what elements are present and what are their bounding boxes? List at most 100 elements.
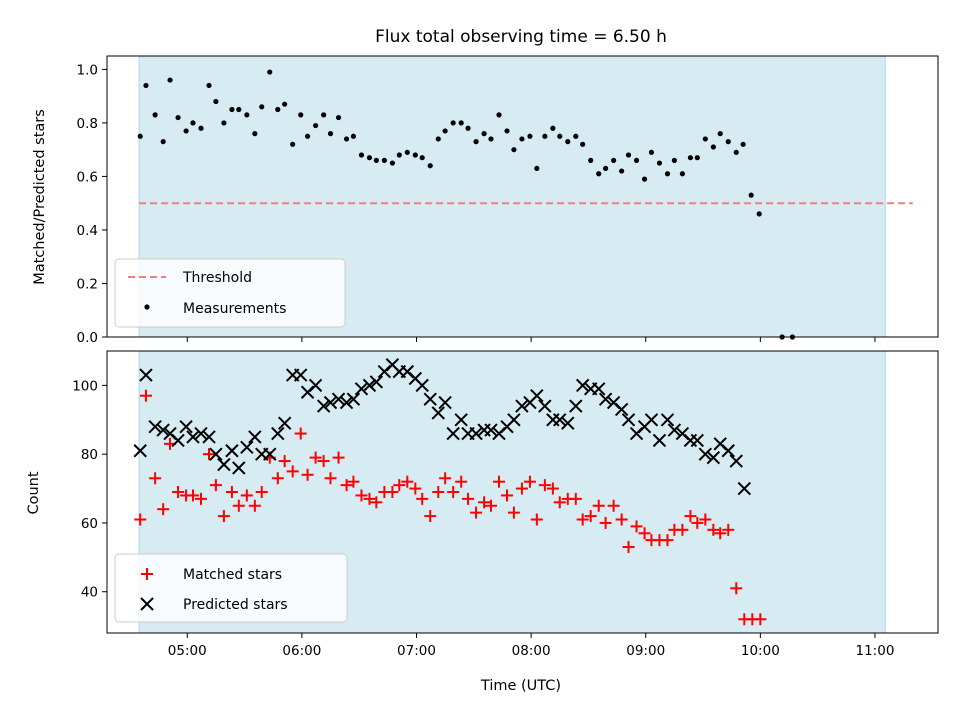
ratio-legend: Threshold Measurements (114, 258, 346, 328)
count-legend-box (114, 553, 348, 623)
matched-star-point (240, 489, 253, 502)
matched-star-point (584, 510, 597, 523)
predicted-star-point (194, 426, 208, 441)
matched-star-point (134, 513, 147, 526)
measurement-point (702, 136, 708, 142)
measurement-point (725, 139, 731, 145)
measurement-point (229, 106, 235, 113)
matched-star-point (684, 510, 697, 523)
predicted-star-point (706, 450, 721, 465)
predicted-star-point (263, 447, 277, 461)
measurement-point (648, 149, 655, 155)
matched-star-point (225, 486, 238, 498)
measurement-point (206, 82, 212, 89)
predicted-star-point (660, 413, 675, 427)
matched-star-point (439, 472, 452, 485)
measurement-point (373, 157, 379, 163)
measurement-point (427, 163, 433, 169)
matched-star-point (432, 486, 445, 498)
matched-star-point (416, 492, 429, 505)
matched-star-point (393, 479, 406, 492)
measurement-point (565, 139, 571, 145)
measurement-point (343, 136, 350, 142)
matched-star-point (370, 496, 383, 509)
predicted-star-point (209, 447, 223, 461)
matched-star-point (401, 475, 414, 488)
predicted-star-point (538, 399, 552, 413)
predicted-star-point (248, 430, 262, 444)
matched-star-point (209, 479, 222, 492)
predicted-star-point (621, 413, 636, 427)
measurement-point (519, 136, 525, 142)
predicted-star-point (186, 430, 200, 444)
predicted-star-point (179, 419, 193, 434)
measurement-point (167, 77, 173, 83)
matched-star-point (722, 523, 735, 536)
measurement-points (137, 69, 796, 340)
measurement-point (580, 141, 586, 147)
measurement-point (687, 155, 694, 161)
measurement-point (275, 106, 281, 113)
threshold-legend-label: Threshold (182, 270, 252, 286)
measurement-point (733, 149, 739, 155)
matched-star-point (622, 541, 635, 554)
matched-stars-points (134, 389, 767, 626)
measurement-point (588, 157, 594, 163)
matched-star-point (217, 510, 230, 523)
predicted-star-point (156, 423, 170, 437)
matched-star-point (286, 465, 299, 478)
count-panel: 40 60 80 100 05:00 06:00 07:00 08:00 09:00 10:00… (26, 350, 939, 694)
measurement-point (298, 112, 304, 118)
predicted-star-point (133, 444, 147, 458)
measurement-point (641, 176, 648, 182)
predicted-star-point (507, 413, 521, 427)
measurement-point (152, 112, 158, 118)
matched-star-point (676, 523, 689, 536)
matched-star-point (317, 455, 330, 468)
matched-star-point (607, 499, 620, 512)
y-tick-label: 0.0 (77, 330, 98, 346)
matched-star-point (386, 486, 399, 498)
predicted-star-point (362, 378, 377, 393)
matched-star-point (157, 503, 170, 516)
ratio-y-axis-label: Matched/Predicted stars (32, 109, 48, 285)
x-tick-label: 11:00 (856, 643, 895, 659)
predicted-star-point (431, 406, 445, 420)
matched-star-point (409, 482, 422, 495)
matched-star-point (599, 516, 612, 529)
predicted-star-point (569, 399, 583, 413)
measurement-point (404, 149, 410, 155)
measurement-point (481, 131, 487, 137)
measurement-point (664, 171, 671, 177)
measurement-point (465, 125, 471, 131)
measurement-point (458, 120, 464, 126)
measurement-point (717, 131, 723, 137)
measurement-point (290, 141, 296, 147)
measurement-point (221, 120, 227, 126)
predicted-star-point (277, 416, 292, 430)
measurement-point (756, 211, 762, 217)
matched-star-point (576, 513, 589, 526)
x-tick-label: 10:00 (741, 643, 780, 659)
matched-star-point (523, 475, 536, 488)
measurement-point (710, 144, 716, 150)
measurement-point (419, 155, 425, 161)
predicted-star-point (171, 433, 185, 448)
predicted-star-point (652, 433, 667, 448)
y-tick-label: 1.0 (77, 62, 98, 78)
x-tick-label: 06:00 (282, 643, 321, 659)
matched-star-point (691, 516, 704, 529)
ratio-x-axis (186, 337, 876, 342)
predicted-star-point (530, 389, 544, 403)
predicted-star-point (598, 392, 613, 406)
measurement-point (366, 155, 373, 161)
measurement-point (748, 192, 754, 198)
matched-stars-legend-marker (141, 568, 153, 580)
predicted-star-point (240, 440, 254, 454)
matched-star-point (149, 472, 162, 485)
measurement-point (740, 141, 746, 147)
predicted-star-point (446, 426, 460, 441)
predicted-star-point (294, 368, 308, 382)
measurement-point (396, 152, 402, 158)
measurement-point (160, 139, 166, 145)
